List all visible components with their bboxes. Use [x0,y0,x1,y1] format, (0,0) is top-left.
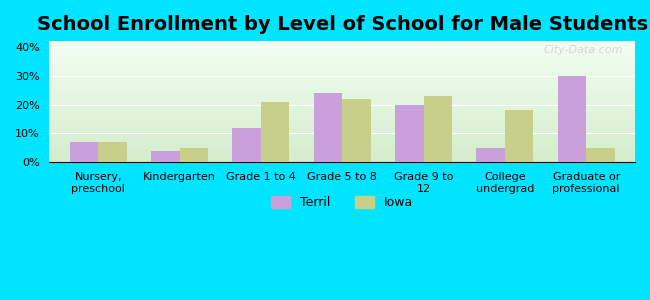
Bar [476,148,505,162]
Bar [586,148,615,162]
Bar [98,142,127,162]
Bar [70,142,98,162]
Bar [314,93,343,162]
Bar [395,105,424,162]
Text: City-Data.com: City-Data.com [544,45,623,55]
Bar [558,76,586,162]
Legend: Terril, Iowa: Terril, Iowa [266,191,419,214]
Bar [505,110,534,162]
Bar [151,151,179,162]
Bar [179,148,208,162]
Bar [424,96,452,162]
Bar [233,128,261,162]
Bar [343,99,370,162]
Title: School Enrollment by Level of School for Male Students: School Enrollment by Level of School for… [36,15,648,34]
Bar [261,102,289,162]
